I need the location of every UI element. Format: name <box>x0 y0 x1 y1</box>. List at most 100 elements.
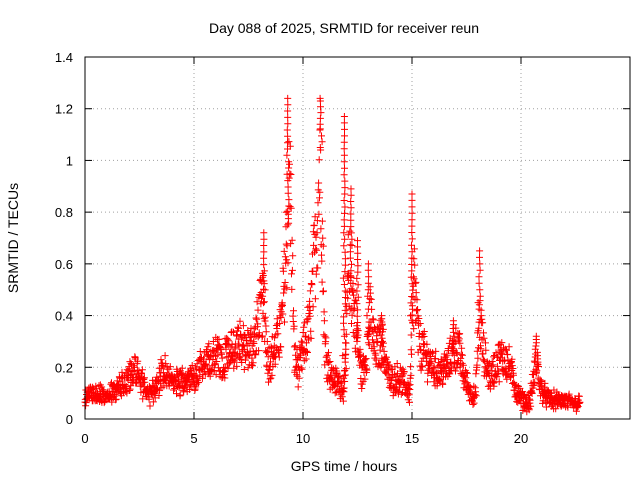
data-point <box>108 398 116 406</box>
data-point <box>279 310 287 318</box>
data-point <box>283 170 291 178</box>
data-point <box>408 267 416 275</box>
data-point <box>347 267 355 275</box>
data-point <box>284 113 292 121</box>
data-point <box>526 396 534 404</box>
data-point <box>361 356 369 364</box>
data-point <box>407 299 415 307</box>
data-point <box>252 314 260 322</box>
data-point <box>313 246 321 254</box>
data-point <box>198 374 206 382</box>
data-point <box>188 362 196 369</box>
data-point <box>260 229 268 237</box>
data-point <box>496 340 504 348</box>
data-point <box>297 337 305 345</box>
y-tick-label: 1.2 <box>55 102 73 117</box>
y-tick-label: 1.4 <box>55 50 73 65</box>
data-point <box>469 401 477 408</box>
data-point <box>246 347 254 355</box>
data-point <box>289 252 297 260</box>
data-point <box>560 401 568 409</box>
data-point <box>339 274 347 282</box>
data-point <box>527 402 535 410</box>
data-point <box>361 362 369 370</box>
data-point <box>365 318 373 326</box>
data-point <box>260 254 268 262</box>
data-point <box>470 399 478 407</box>
data-point <box>520 403 528 410</box>
data-point <box>412 278 420 286</box>
data-point <box>249 359 257 367</box>
axis-ticks <box>84 56 630 420</box>
data-point <box>340 242 348 250</box>
data-point <box>475 273 483 281</box>
data-point <box>274 330 282 338</box>
data-point <box>364 286 372 294</box>
data-point <box>505 343 513 351</box>
data-point <box>574 403 582 410</box>
data-point <box>407 371 415 379</box>
data-point <box>362 355 370 363</box>
data-point <box>350 291 357 299</box>
data-point <box>348 260 355 268</box>
data-point <box>234 323 242 331</box>
data-point <box>341 177 349 185</box>
data-point <box>283 256 291 264</box>
data-point <box>250 340 258 347</box>
chart-title: Day 088 of 2025, SRMTID for receiver reu… <box>209 20 479 36</box>
data-point <box>439 380 447 388</box>
data-point <box>340 319 347 327</box>
data-point <box>349 286 357 294</box>
data-point <box>365 341 373 349</box>
data-point <box>409 286 417 294</box>
data-point <box>347 204 355 212</box>
data-point <box>415 315 423 322</box>
data-point <box>576 398 584 406</box>
data-point <box>449 336 457 344</box>
data-point <box>218 354 226 362</box>
data-point <box>285 196 293 204</box>
data-point <box>354 331 362 339</box>
data-point <box>284 139 291 147</box>
data-point <box>363 366 371 374</box>
data-point <box>284 221 292 229</box>
data-point <box>347 273 355 281</box>
data-point <box>408 280 416 288</box>
data-point <box>290 322 298 330</box>
data-point <box>342 365 350 373</box>
data-point <box>459 351 466 359</box>
data-point <box>141 378 149 386</box>
data-point <box>471 391 479 399</box>
data-point <box>462 369 470 376</box>
data-point <box>260 235 268 243</box>
data-point <box>479 319 487 327</box>
data-point <box>320 287 327 295</box>
data-point <box>285 158 293 166</box>
data-point <box>320 308 328 316</box>
data-point <box>203 346 211 354</box>
data-point <box>284 259 292 267</box>
data-point <box>281 279 289 286</box>
data-point <box>212 371 220 379</box>
data-point <box>110 392 118 400</box>
data-point <box>259 273 267 281</box>
data-point <box>255 347 263 355</box>
data-point <box>575 392 583 400</box>
data-point <box>290 307 297 315</box>
data-point <box>295 374 303 382</box>
data-point <box>531 379 539 386</box>
data-point <box>288 270 295 278</box>
data-point <box>476 292 484 300</box>
data-point <box>346 227 354 235</box>
data-point <box>306 297 314 305</box>
data-point <box>432 347 440 355</box>
data-point <box>262 328 270 336</box>
data-point <box>377 331 385 339</box>
data-point <box>406 381 414 389</box>
data-point <box>276 320 284 327</box>
data-point <box>178 364 186 372</box>
data-point <box>347 216 355 224</box>
data-point <box>476 253 483 261</box>
y-tick-label: 0 <box>66 412 73 427</box>
data-point <box>378 312 385 320</box>
